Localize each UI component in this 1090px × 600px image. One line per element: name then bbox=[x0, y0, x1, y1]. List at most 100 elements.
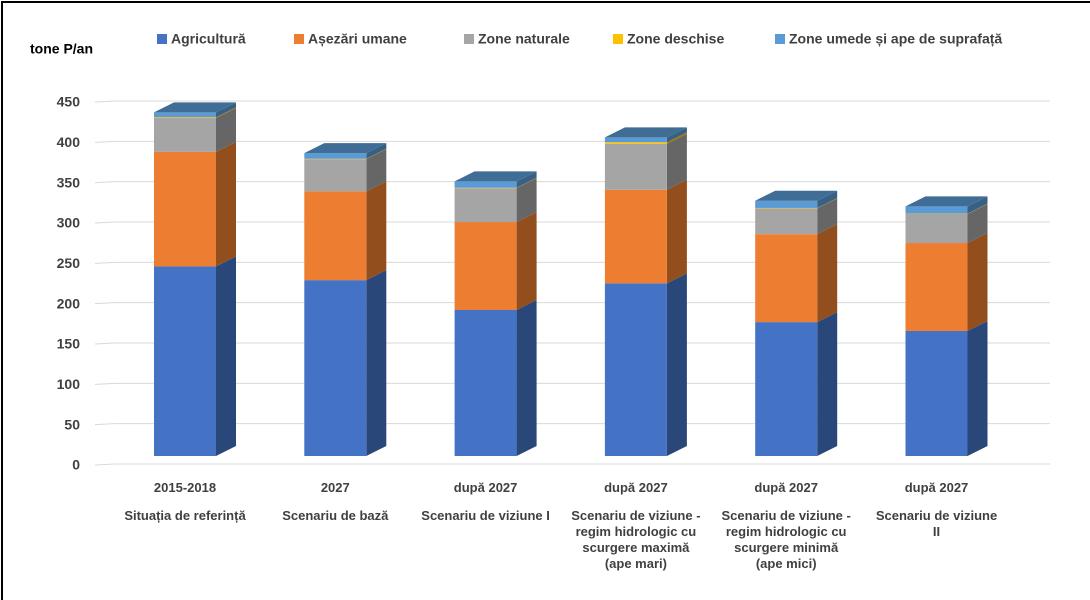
bar bbox=[304, 280, 367, 456]
bar-side bbox=[216, 141, 236, 267]
bar-side bbox=[366, 148, 387, 160]
bar-top bbox=[755, 190, 838, 201]
bar bbox=[154, 118, 216, 152]
bar bbox=[304, 159, 367, 192]
scenario-label: Scenariu de bază bbox=[282, 508, 389, 523]
bar bbox=[755, 200, 818, 208]
legend-label: Zone umede și ape de suprafață bbox=[789, 31, 1002, 47]
bar-side bbox=[666, 273, 687, 456]
bar-side bbox=[967, 233, 988, 331]
y-tick-label: 100 bbox=[57, 376, 81, 392]
bar bbox=[154, 112, 216, 118]
legend-swatch bbox=[294, 34, 304, 44]
grid-line bbox=[94, 140, 1050, 143]
bar-side bbox=[817, 197, 838, 209]
bar-side bbox=[666, 127, 687, 143]
grid-line bbox=[94, 302, 1050, 305]
bar-side bbox=[817, 224, 838, 323]
bar-side bbox=[366, 270, 387, 456]
bar-side bbox=[516, 178, 537, 223]
scenario-label: Scenariu de viziune II bbox=[875, 508, 998, 539]
bar-side bbox=[516, 299, 537, 456]
bar bbox=[755, 234, 818, 323]
grid-line bbox=[94, 181, 1050, 184]
grid-line bbox=[94, 221, 1050, 224]
bar-side bbox=[967, 320, 988, 456]
y-tick-label: 450 bbox=[57, 94, 81, 110]
bar bbox=[905, 206, 968, 214]
bar bbox=[604, 143, 667, 190]
bar-side bbox=[516, 177, 537, 189]
y-tick-label: 0 bbox=[72, 457, 80, 473]
bar-side bbox=[666, 133, 687, 190]
bar bbox=[454, 309, 517, 456]
legend-label: Agricultură bbox=[171, 31, 246, 47]
bar bbox=[604, 189, 667, 284]
y-tick-label: 50 bbox=[64, 416, 80, 432]
y-tick-label: 250 bbox=[57, 255, 81, 271]
bar bbox=[454, 188, 517, 223]
bar bbox=[604, 137, 667, 143]
x-tick-label: 2027 bbox=[320, 480, 350, 495]
x-tick-label: 2015-2018 bbox=[153, 480, 217, 495]
bar-side bbox=[216, 102, 236, 118]
legend-swatch bbox=[775, 34, 785, 44]
bar-side bbox=[666, 132, 687, 144]
bar-side bbox=[817, 312, 838, 456]
bar-top bbox=[905, 196, 988, 207]
bar bbox=[755, 322, 818, 456]
y-tick-label: 150 bbox=[57, 336, 81, 352]
bar-side bbox=[967, 203, 988, 214]
grid-line bbox=[94, 382, 1050, 385]
bar-top bbox=[454, 171, 537, 182]
bar-side bbox=[216, 107, 236, 119]
x-tick-label: după 2027 bbox=[604, 480, 668, 495]
bar-side bbox=[666, 179, 687, 284]
bar-side bbox=[967, 196, 988, 214]
bar-top bbox=[304, 143, 387, 154]
y-axis-label: tone P/an bbox=[30, 41, 93, 57]
bar bbox=[154, 266, 216, 456]
bar-side bbox=[216, 108, 236, 152]
bar bbox=[154, 151, 216, 267]
y-tick-label: 300 bbox=[57, 215, 81, 231]
grid-line bbox=[94, 423, 1050, 426]
bar-side bbox=[817, 190, 838, 208]
y-tick-label: 200 bbox=[57, 295, 81, 311]
scenario-label: Scenariu de viziune -regim hidrologic cu… bbox=[721, 508, 851, 571]
bar-side bbox=[216, 256, 236, 456]
y-tick-label: 400 bbox=[57, 134, 81, 150]
grid-line bbox=[94, 100, 1050, 103]
bar bbox=[905, 330, 968, 456]
bar-side bbox=[967, 204, 988, 244]
bar-side bbox=[817, 198, 838, 235]
legend-swatch bbox=[464, 34, 474, 44]
bar-top bbox=[604, 127, 687, 138]
bar bbox=[154, 117, 216, 119]
bar bbox=[905, 214, 968, 244]
x-tick-label: după 2027 bbox=[453, 480, 518, 495]
bar bbox=[304, 191, 367, 281]
grid-line bbox=[94, 261, 1050, 264]
legend-label: Zone naturale bbox=[478, 31, 570, 47]
bar-side bbox=[516, 171, 537, 188]
bar bbox=[454, 181, 517, 188]
legend-label: Zone deschise bbox=[627, 31, 724, 47]
bar bbox=[304, 153, 367, 159]
scenario-label: Scenariu de viziune -regim hidrologic cu… bbox=[571, 508, 701, 571]
bar bbox=[905, 243, 968, 331]
x-tick-label: după 2027 bbox=[904, 480, 969, 495]
bar bbox=[755, 208, 818, 235]
bar-side bbox=[366, 149, 387, 192]
bar bbox=[604, 142, 667, 144]
legend-label: Așezări umane bbox=[308, 31, 407, 47]
legend-swatch bbox=[157, 34, 167, 44]
y-tick-label: 350 bbox=[57, 174, 81, 190]
grid-line bbox=[94, 342, 1050, 345]
bar-side bbox=[366, 181, 387, 281]
scenario-label: Scenariu de viziune I bbox=[421, 508, 550, 523]
bar-side bbox=[366, 143, 387, 159]
